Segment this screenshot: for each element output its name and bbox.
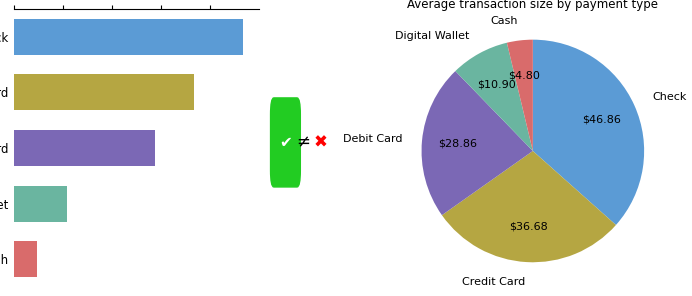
- Bar: [14, 130, 155, 166]
- FancyBboxPatch shape: [271, 98, 300, 187]
- Text: Digital Wallet: Digital Wallet: [395, 31, 470, 41]
- Bar: [14, 74, 194, 110]
- Text: $46.86: $46.86: [583, 115, 621, 125]
- Text: ✖: ✖: [313, 133, 327, 152]
- Text: $28.86: $28.86: [438, 139, 477, 149]
- Bar: [14, 186, 67, 222]
- Text: ✔: ✔: [279, 135, 292, 150]
- Wedge shape: [442, 151, 616, 262]
- Wedge shape: [507, 40, 533, 151]
- Text: Debit Card: Debit Card: [343, 134, 402, 144]
- Wedge shape: [533, 40, 644, 225]
- Text: $4.80: $4.80: [508, 71, 540, 81]
- Title: Average transaction size by payment type: Average transaction size by payment type: [408, 0, 658, 11]
- Bar: [14, 19, 244, 55]
- Text: Credit Card: Credit Card: [462, 277, 525, 287]
- Wedge shape: [421, 71, 533, 215]
- Text: $36.68: $36.68: [509, 221, 548, 231]
- Wedge shape: [455, 43, 533, 151]
- Bar: [14, 241, 37, 277]
- Text: Check: Check: [653, 92, 687, 102]
- Text: ≠: ≠: [297, 133, 311, 152]
- Text: $10.90: $10.90: [477, 80, 516, 90]
- Text: Cash: Cash: [490, 15, 518, 25]
